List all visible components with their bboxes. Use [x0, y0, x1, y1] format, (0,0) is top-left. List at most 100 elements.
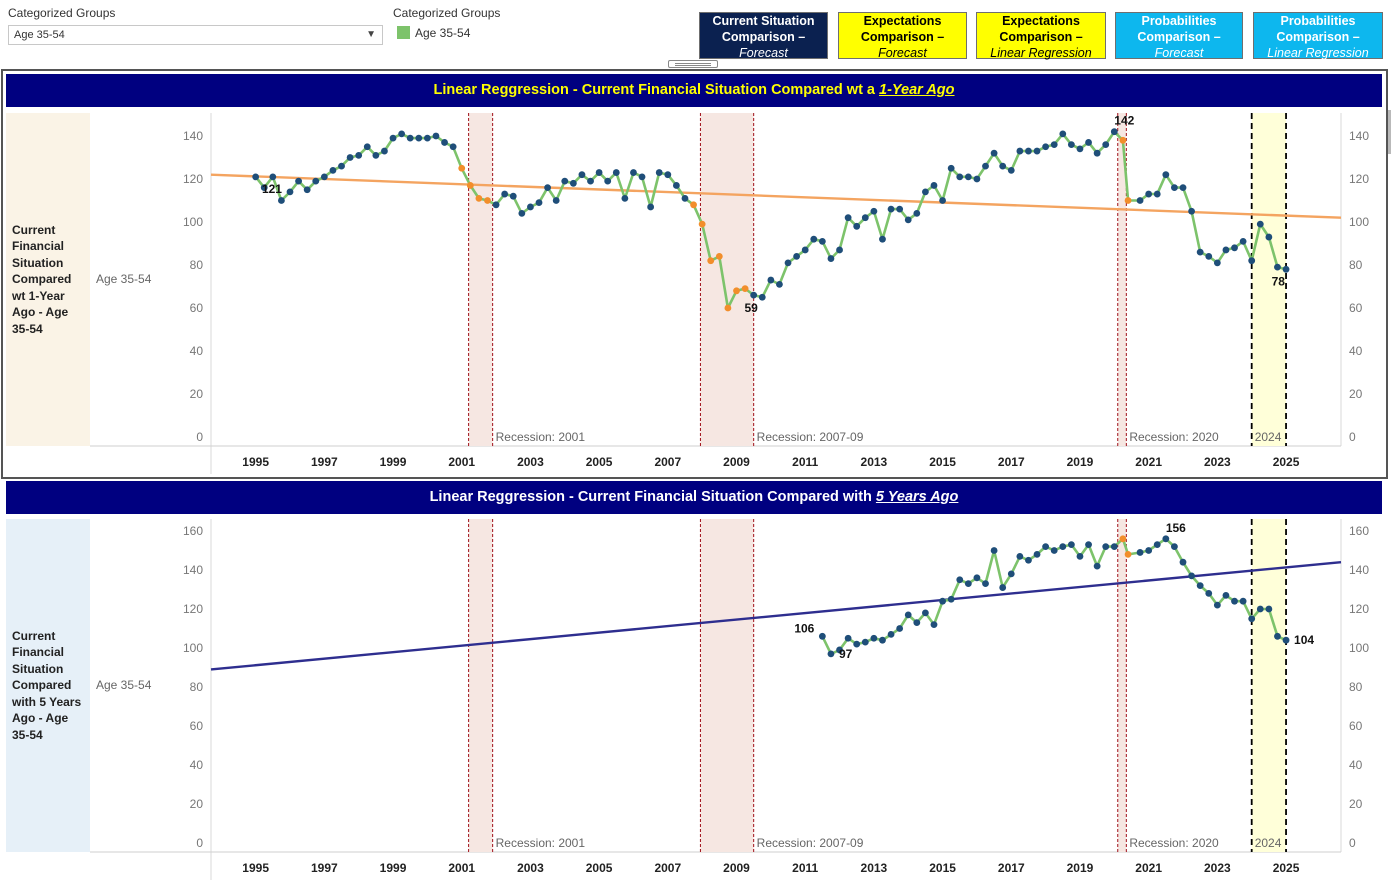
- data-point: [733, 287, 740, 295]
- data-point: [1050, 547, 1058, 554]
- y-tick-label-right: 100: [1349, 215, 1369, 229]
- data-point: [1042, 543, 1050, 550]
- nav-probabilities-forecast[interactable]: Probabilities Comparison – Forecast: [1115, 12, 1243, 60]
- data-point: [818, 237, 826, 245]
- data-label: 156: [1166, 521, 1186, 535]
- data-point: [1050, 141, 1058, 149]
- data-point: [1248, 615, 1256, 623]
- dropdown-label: Categorized Groups: [8, 6, 116, 20]
- y-tick-label: 60: [190, 719, 204, 733]
- nav-expectations-forecast[interactable]: Expectations Comparison – Forecast: [838, 12, 967, 60]
- x-tick-label: 1995: [242, 861, 269, 875]
- recession-label: Recession: 2001: [496, 836, 586, 850]
- data-point: [964, 173, 972, 181]
- panel-1-title-text: Linear Reggression - Current Financial S…: [433, 82, 880, 98]
- data-point: [286, 188, 294, 196]
- data-point: [1205, 590, 1213, 597]
- data-point: [758, 293, 766, 301]
- data-point: [887, 205, 895, 213]
- data-point: [1222, 591, 1230, 599]
- recession-band: [468, 113, 493, 446]
- data-point: [260, 184, 268, 192]
- y-tick-label: 160: [183, 524, 203, 538]
- x-tick-label: 2003: [517, 861, 544, 875]
- y-tick-label-right: 0: [1349, 836, 1356, 850]
- x-tick-label: 2023: [1204, 455, 1231, 469]
- recession-label: Recession: 2001: [496, 430, 586, 444]
- legend-item[interactable]: Age 35-54: [415, 26, 471, 40]
- recession-band: [700, 113, 754, 446]
- data-point: [1025, 147, 1032, 155]
- y-tick-label: 20: [190, 797, 204, 811]
- data-point: [1042, 143, 1050, 151]
- data-point: [861, 214, 869, 222]
- y-tick-label-right: 140: [1349, 129, 1369, 143]
- data-point: [836, 246, 843, 254]
- data-point: [1188, 572, 1195, 580]
- data-point: [252, 173, 260, 181]
- data-point: [1085, 139, 1092, 146]
- data-point: [630, 169, 637, 176]
- data-point: [1256, 605, 1264, 613]
- nav-expectations-regression[interactable]: Expectations Comparison – Linear Regress…: [976, 12, 1106, 60]
- data-point: [664, 171, 672, 179]
- x-tick-label: 2013: [861, 861, 888, 875]
- data-point: [578, 171, 586, 179]
- recession-band: [468, 519, 493, 852]
- data-point: [956, 173, 964, 181]
- group-select-value: Age 35-54: [14, 29, 65, 41]
- scrollbar[interactable]: [1387, 110, 1391, 154]
- resize-grip[interactable]: [668, 60, 718, 68]
- x-tick-label: 2021: [1135, 861, 1162, 875]
- nav-probabilities-regression[interactable]: Probabilities Comparison – Linear Regres…: [1253, 12, 1383, 60]
- recession-label: Recession: 2020: [1129, 836, 1219, 850]
- data-label: 59: [745, 301, 759, 315]
- data-point: [449, 143, 457, 151]
- data-point: [973, 574, 981, 582]
- panel-5-year-title: Linear Reggression - Current Financial S…: [6, 481, 1382, 514]
- data-point: [492, 201, 500, 209]
- data-point: [1196, 248, 1204, 256]
- nav-line1: Expectations: [1002, 14, 1080, 28]
- data-point: [1124, 197, 1132, 204]
- data-point: [1213, 601, 1221, 609]
- data-point: [810, 235, 818, 243]
- data-point: [922, 609, 929, 617]
- data-point: [1033, 147, 1041, 155]
- data-point: [939, 197, 946, 204]
- data-point: [432, 132, 440, 140]
- x-tick-label: 2001: [448, 455, 475, 469]
- y-tick-label: 100: [183, 215, 203, 229]
- y-tick-label: 60: [190, 301, 204, 315]
- y-tick-label-right: 40: [1349, 758, 1363, 772]
- data-point: [518, 210, 526, 217]
- data-point: [1153, 541, 1161, 549]
- y-tick-label-right: 20: [1349, 387, 1363, 401]
- data-point: [1179, 558, 1187, 566]
- data-point: [527, 203, 534, 211]
- data-label: 142: [1114, 114, 1134, 128]
- data-point: [552, 197, 560, 204]
- y-tick-label-right: 140: [1349, 563, 1369, 577]
- data-point: [776, 280, 783, 288]
- data-point: [999, 162, 1007, 170]
- data-point: [1239, 237, 1247, 245]
- data-label: 78: [1272, 274, 1286, 288]
- y-tick-label-right: 120: [1349, 172, 1369, 186]
- nav-current-situation-forecast[interactable]: Current Situation Comparison – Forecast: [699, 12, 828, 60]
- data-point: [312, 177, 320, 185]
- x-tick-label: 2009: [723, 455, 750, 469]
- data-point: [698, 220, 706, 228]
- legend-swatch[interactable]: [397, 26, 410, 39]
- group-select[interactable]: Age 35-54 ▼: [8, 25, 383, 45]
- data-point: [982, 580, 989, 588]
- data-point: [423, 134, 431, 142]
- data-point: [466, 182, 474, 189]
- x-tick-label: 2019: [1067, 861, 1094, 875]
- chevron-down-icon[interactable]: ▼: [366, 29, 376, 40]
- data-point: [475, 194, 483, 202]
- trend-line: [210, 561, 1342, 671]
- data-point: [1016, 147, 1024, 155]
- data-point: [509, 192, 517, 200]
- x-tick-label: 1999: [380, 455, 407, 469]
